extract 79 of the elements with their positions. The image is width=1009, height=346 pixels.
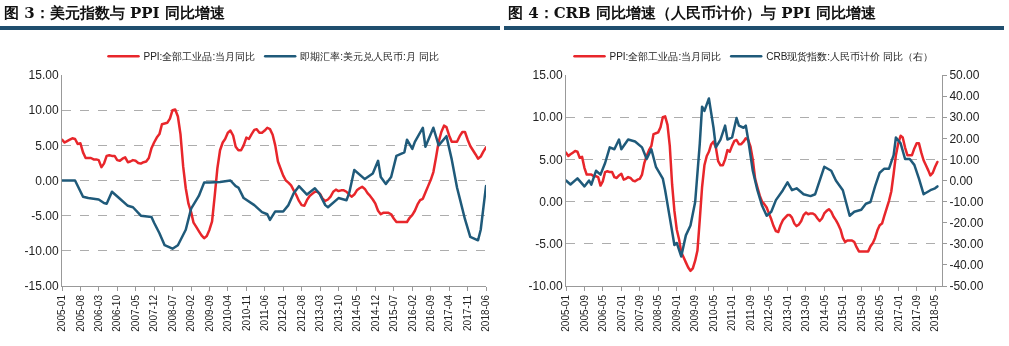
- x-tick-label: 2006-05: [597, 294, 609, 332]
- x-tick-label: 2011-01: [726, 294, 738, 331]
- x-tick-label: 2017-11: [461, 294, 473, 331]
- x-tick-label: 2009-09: [689, 294, 701, 332]
- y-tick-label: 0.00: [35, 173, 59, 188]
- legend-label: 即期汇率:美元兑人民币:月 同比: [300, 51, 439, 63]
- line-series: [566, 115, 939, 273]
- y-tick-label: 10.00: [28, 103, 59, 118]
- legend-label: CRB现货指数:人民币计价 同比（右）: [766, 51, 933, 63]
- x-tick-label: 2007-01: [615, 294, 627, 332]
- x-tick-label: 2017-09: [910, 294, 922, 332]
- y2-tick-label: -40.00: [949, 258, 984, 273]
- y2-tick-label: -20.00: [949, 215, 984, 230]
- x-tick-label: 2008-07: [166, 294, 178, 332]
- x-tick-label: 2005-08: [74, 294, 86, 332]
- x-tick-label: 2007-05: [129, 294, 141, 332]
- y-tick-label: 5.00: [35, 138, 59, 153]
- x-tick-label: 2013-03: [314, 294, 326, 332]
- x-tick-label: 2018-05: [929, 294, 941, 332]
- x-tick-label: 2009-02: [185, 294, 197, 332]
- y2-tick-label: 0.00: [949, 173, 974, 188]
- x-tick-label: 2010-04: [222, 294, 234, 332]
- x-tick-label: 2016-09: [425, 294, 437, 332]
- x-tick-label: 2006-10: [111, 294, 123, 332]
- y-tick-label: 15.00: [532, 68, 563, 83]
- y-tick-label: 10.00: [532, 110, 563, 125]
- y2-tick-label: 40.00: [949, 89, 980, 104]
- x-tick-label: 2008-05: [652, 294, 664, 332]
- x-tick-label: 2009-09: [203, 294, 215, 332]
- x-tick-label: 2016-05: [873, 294, 885, 332]
- x-tick-label: 2018-06: [480, 294, 492, 332]
- x-tick-label: 2005-09: [578, 294, 590, 332]
- y-tick-label: -5.00: [535, 237, 563, 251]
- x-tick-label: 2014-05: [818, 294, 830, 332]
- x-tick-label: 2007-09: [634, 294, 646, 332]
- y2-tick-label: -10.00: [949, 194, 984, 209]
- y-tick-label: 5.00: [539, 152, 563, 167]
- y-tick-label: -5.00: [31, 208, 59, 223]
- y2-tick-label: 50.00: [949, 68, 980, 83]
- y2-tick-label: 30.00: [949, 110, 980, 125]
- x-tick-label: 2014-12: [369, 294, 381, 332]
- y-tick-label: 15.00: [28, 68, 59, 83]
- line-series: [62, 126, 486, 250]
- y-tick-label: -10.00: [528, 279, 563, 294]
- x-tick-label: 2010-05: [707, 294, 719, 332]
- x-tick-label: 2014-05: [351, 294, 363, 332]
- y2-tick-label: 10.00: [949, 152, 980, 167]
- chart-title: 图 4：CRB 同比增速（人民币计价）与 PPI 同比增速: [504, 0, 1004, 30]
- x-tick-label: 2011-06: [258, 294, 270, 331]
- x-tick-label: 2016-02: [406, 294, 418, 332]
- x-tick-label: 2007-12: [148, 294, 160, 332]
- x-tick-label: 2011-09: [744, 294, 756, 331]
- x-tick-label: 2015-01: [837, 294, 849, 332]
- x-tick-label: 2012-08: [295, 294, 307, 332]
- x-tick-label: 2013-01: [781, 294, 793, 332]
- legend-label: PPI:全部工业品:当月同比: [609, 51, 722, 63]
- x-tick-label: 2015-07: [387, 294, 399, 332]
- line-series: [566, 97, 939, 258]
- legend-label: PPI:全部工业品:当月同比: [143, 51, 256, 63]
- y2-tick-label: -30.00: [949, 237, 984, 251]
- y2-tick-label: -50.00: [949, 279, 984, 294]
- y2-tick-label: 20.00: [949, 131, 980, 146]
- chart-title: 图 3：美元指数与 PPI 同比增速: [0, 0, 500, 30]
- x-tick-label: 2005-01: [56, 294, 68, 332]
- x-tick-label: 2005-01: [560, 294, 572, 332]
- x-tick-label: 2015-09: [855, 294, 867, 332]
- x-tick-label: 2012-01: [277, 294, 289, 332]
- x-tick-label: 2013-10: [332, 294, 344, 332]
- y-tick-label: 0.00: [539, 194, 563, 209]
- y-tick-label: -15.00: [24, 279, 59, 294]
- x-tick-label: 2012-05: [763, 294, 775, 332]
- x-tick-label: 2009-01: [671, 294, 682, 332]
- y-tick-label: -10.00: [24, 244, 59, 259]
- x-tick-label: 2013-09: [800, 294, 812, 332]
- x-tick-label: 2006-03: [92, 294, 104, 332]
- x-tick-label: 2010-11: [240, 294, 252, 331]
- x-tick-label: 2017-04: [443, 294, 455, 332]
- x-tick-label: 2017-01: [892, 294, 904, 332]
- line-series: [62, 108, 486, 240]
